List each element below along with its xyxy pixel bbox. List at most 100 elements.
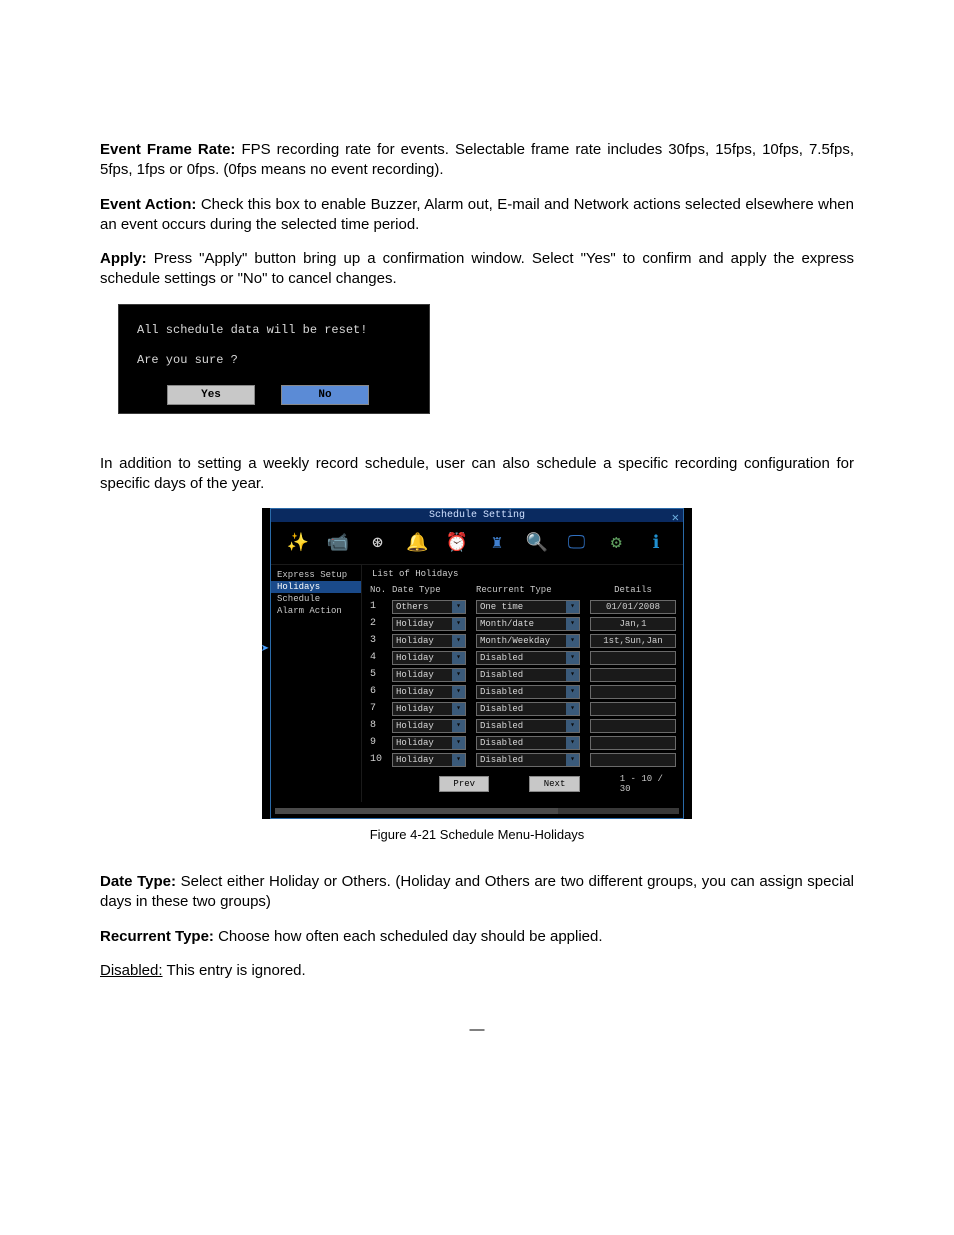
scrollbar[interactable] bbox=[275, 808, 679, 814]
camera-icon[interactable]: 📹 bbox=[325, 530, 351, 556]
recurrent-type-select[interactable]: Month/date▾ bbox=[476, 617, 580, 631]
table-row: 10Holiday▾ Disabled▾ bbox=[368, 751, 677, 768]
header-rec: Recurrent Type bbox=[476, 585, 590, 595]
text-apply: Press "Apply" button bring up a confirma… bbox=[100, 250, 854, 287]
label-apply: Apply: bbox=[100, 250, 147, 267]
para-holidays-intro: In addition to setting a weekly record s… bbox=[100, 454, 854, 495]
label-recurrent-type: Recurrent Type: bbox=[100, 928, 214, 945]
sidebar-item-express-setup[interactable]: Express Setup bbox=[271, 569, 361, 581]
row-number: 8 bbox=[368, 720, 392, 731]
recurrent-type-select[interactable]: Disabled▾ bbox=[476, 651, 580, 665]
sidebar-item-schedule[interactable]: Schedule bbox=[271, 593, 361, 605]
recurrent-type-select[interactable]: Disabled▾ bbox=[476, 753, 580, 767]
details-field[interactable] bbox=[590, 702, 676, 716]
date-type-select[interactable]: Holiday▾ bbox=[392, 668, 466, 682]
next-button[interactable]: Next bbox=[529, 776, 579, 792]
row-number: 1 bbox=[368, 601, 392, 612]
date-type-select[interactable]: Holiday▾ bbox=[392, 719, 466, 733]
prev-button[interactable]: Prev bbox=[439, 776, 489, 792]
header-no: No. bbox=[368, 585, 392, 595]
details-field[interactable]: 01/01/2008 bbox=[590, 600, 676, 614]
figure-caption: Figure 4-21 Schedule Menu-Holidays bbox=[100, 827, 854, 842]
table-row: 3Holiday▾ Month/Weekday▾ 1st,Sun,Jan bbox=[368, 632, 677, 649]
list-title: List of Holidays bbox=[368, 569, 677, 581]
table-row: 4Holiday▾Disabled▾ bbox=[368, 649, 677, 666]
table-row: 2Holiday▾ Month/date▾ Jan,1 bbox=[368, 615, 677, 632]
confirm-line-1: All schedule data will be reset! bbox=[119, 315, 429, 345]
monitor-icon[interactable]: 🖵 bbox=[564, 530, 590, 556]
row-number: 7 bbox=[368, 703, 392, 714]
recurrent-type-select[interactable]: Disabled▾ bbox=[476, 719, 580, 733]
table-row: 1Others▾ One time▾ 01/01/2008 bbox=[368, 598, 677, 615]
network-icon[interactable]: ♜ bbox=[484, 530, 510, 556]
details-field[interactable] bbox=[590, 651, 676, 665]
date-type-select[interactable]: Holiday▾ bbox=[392, 702, 466, 716]
date-type-select[interactable]: Others▾ bbox=[392, 600, 466, 614]
text-recurrent-type: Choose how often each scheduled day shou… bbox=[214, 928, 603, 945]
sidebar-item-alarm-action[interactable]: Alarm Action bbox=[271, 605, 361, 617]
table-row: 6Holiday▾ Disabled▾ bbox=[368, 683, 677, 700]
gear-icon[interactable]: ⚙ bbox=[603, 530, 629, 556]
row-number: 9 bbox=[368, 737, 392, 748]
confirm-line-2: Are you sure ? bbox=[119, 345, 429, 375]
confirm-no-button[interactable]: No bbox=[281, 385, 369, 405]
confirm-dialog: All schedule data will be reset! Are you… bbox=[118, 304, 430, 414]
recurrent-type-select[interactable]: Disabled▾ bbox=[476, 736, 580, 750]
label-event-frame-rate: Event Frame Rate: bbox=[100, 141, 235, 158]
label-date-type: Date Type: bbox=[100, 873, 176, 890]
table-row: 7Holiday▾ Disabled▾ bbox=[368, 700, 677, 717]
details-field[interactable] bbox=[590, 753, 676, 767]
recurrent-type-select[interactable]: Disabled▾ bbox=[476, 668, 580, 682]
date-type-select[interactable]: Holiday▾ bbox=[392, 736, 466, 750]
search-icon[interactable]: 🔍 bbox=[524, 530, 550, 556]
para-recurrent-type: Recurrent Type: Choose how often each sc… bbox=[100, 927, 854, 947]
date-type-select[interactable]: Holiday▾ bbox=[392, 651, 466, 665]
row-number: 2 bbox=[368, 618, 392, 629]
page-footer: — bbox=[100, 1021, 854, 1038]
para-event-frame-rate: Event Frame Rate: FPS recording rate for… bbox=[100, 140, 854, 181]
table-row: 8Holiday▾ Disabled▾ bbox=[368, 717, 677, 734]
text-event-action: Check this box to enable Buzzer, Alarm o… bbox=[100, 196, 854, 233]
date-type-select[interactable]: Holiday▾ bbox=[392, 685, 466, 699]
para-event-action: Event Action: Check this box to enable B… bbox=[100, 195, 854, 236]
close-icon[interactable]: ✕ bbox=[672, 510, 679, 525]
details-field[interactable] bbox=[590, 719, 676, 733]
date-type-select[interactable]: Holiday▾ bbox=[392, 634, 466, 648]
wand-icon[interactable]: ✨ bbox=[285, 530, 311, 556]
recurrent-type-select[interactable]: One time▾ bbox=[476, 600, 580, 614]
schedule-window: ➤ Schedule Setting ✕ ✨ 📹 ⊛ 🔔 ⏰ ♜ 🔍 🖵 ⚙ ℹ Express … bbox=[262, 508, 692, 819]
recurrent-type-select[interactable]: Disabled▾ bbox=[476, 702, 580, 716]
text-disabled: This entry is ignored. bbox=[163, 962, 306, 979]
recurrent-type-select[interactable]: Month/Weekday▾ bbox=[476, 634, 580, 648]
details-field[interactable]: 1st,Sun,Jan bbox=[590, 634, 676, 648]
date-type-select[interactable]: Holiday▾ bbox=[392, 753, 466, 767]
page-indicator: 1 - 10 / 30 bbox=[620, 774, 677, 794]
para-date-type: Date Type: Select either Holiday or Othe… bbox=[100, 872, 854, 913]
table-row: 9Holiday▾ Disabled▾ bbox=[368, 734, 677, 751]
para-apply: Apply: Press "Apply" button bring up a c… bbox=[100, 249, 854, 290]
text-date-type: Select either Holiday or Others. (Holida… bbox=[100, 873, 854, 910]
reel-icon[interactable]: ⊛ bbox=[365, 530, 391, 556]
para-disabled: Disabled: This entry is ignored. bbox=[100, 961, 854, 981]
sidebar-item-holidays[interactable]: Holidays bbox=[271, 581, 361, 593]
recurrent-type-select[interactable]: Disabled▾ bbox=[476, 685, 580, 699]
row-number: 5 bbox=[368, 669, 392, 680]
row-number: 6 bbox=[368, 686, 392, 697]
details-field[interactable] bbox=[590, 685, 676, 699]
confirm-yes-button[interactable]: Yes bbox=[167, 385, 255, 405]
label-event-action: Event Action: bbox=[100, 196, 196, 213]
table-row: 5Holiday▾ Disabled▾ bbox=[368, 666, 677, 683]
header-date: Date Type bbox=[392, 585, 476, 595]
cursor-icon: ➤ bbox=[261, 641, 269, 658]
label-disabled: Disabled: bbox=[100, 962, 163, 979]
bell-icon[interactable]: 🔔 bbox=[404, 530, 430, 556]
window-title: Schedule Setting bbox=[429, 510, 525, 521]
clock-icon[interactable]: ⏰ bbox=[444, 530, 470, 556]
date-type-select[interactable]: Holiday▾ bbox=[392, 617, 466, 631]
details-field[interactable] bbox=[590, 736, 676, 750]
details-field[interactable] bbox=[590, 668, 676, 682]
row-number: 10 bbox=[368, 754, 392, 765]
details-field[interactable]: Jan,1 bbox=[590, 617, 676, 631]
row-number: 3 bbox=[368, 635, 392, 646]
info-icon[interactable]: ℹ bbox=[643, 530, 669, 556]
